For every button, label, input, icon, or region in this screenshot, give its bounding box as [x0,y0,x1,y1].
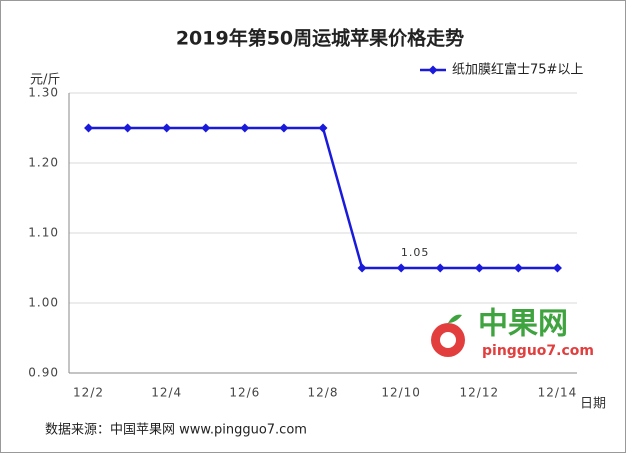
x-tick-label: 12/6 [229,386,260,400]
data-point [552,263,562,273]
x-tick-label: 12/10 [381,386,421,400]
y-tick-label: 1.30 [28,86,59,100]
data-point [123,123,133,133]
x-tick-label: 12/2 [73,386,104,400]
legend-marker [428,65,438,75]
legend-label: 纸加膜红富士75#以上 [452,62,583,78]
x-tick-label: 12/14 [538,386,578,400]
y-tick-label: 1.20 [28,156,59,170]
apple-icon-core [440,332,456,348]
data-point [240,123,250,133]
watermark-url: pingguo7.com [482,343,594,359]
data-point [279,123,289,133]
data-point [318,123,328,133]
data-point [435,263,445,273]
data-label: 1.05 [401,246,430,259]
data-point [201,123,211,133]
data-point [396,263,406,273]
y-tick-label: 1.00 [28,296,59,310]
x-tick-label: 12/4 [151,386,182,400]
data-point [84,123,94,133]
y-axis-label: 元/斤 [30,73,60,88]
x-tick-label: 12/8 [308,386,339,400]
chart-title: 2019年第50周运城苹果价格走势 [176,27,464,50]
y-tick-label: 1.10 [28,226,59,240]
data-point [474,263,484,273]
apple-leaf [448,314,462,323]
y-tick-label: 0.90 [28,366,59,380]
data-point [357,263,367,273]
x-tick-label: 12/12 [460,386,500,400]
watermark: 中果网 pingguo7.com [431,307,594,359]
watermark-name: 中果网 [478,307,568,342]
data-point [513,263,523,273]
x-axis-label: 日期 [580,397,606,412]
data-point [162,123,172,133]
source-note: 数据来源：中国苹果网 www.pingguo7.com [45,423,307,438]
